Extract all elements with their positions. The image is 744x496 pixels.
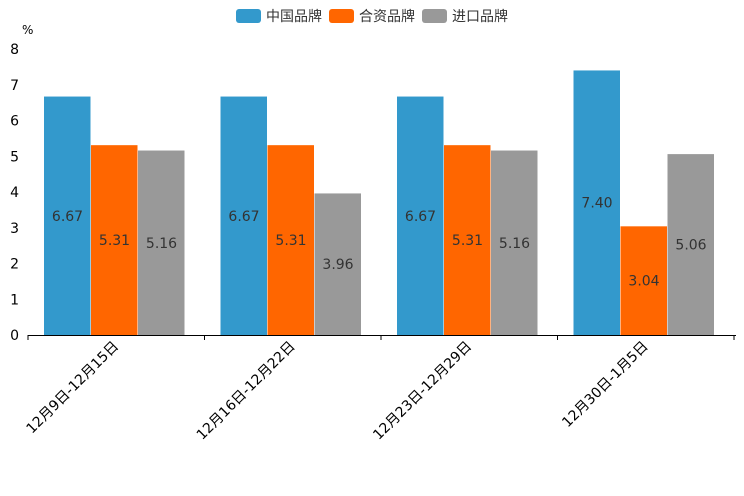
bar — [44, 96, 91, 335]
y-tick-label: 6 — [10, 114, 19, 130]
y-tick-label: 8 — [10, 42, 19, 58]
bar — [491, 150, 538, 335]
y-axis-unit-label: % — [22, 23, 33, 37]
bar — [573, 70, 620, 335]
x-category-label: 12月23日-12月29日 — [370, 339, 475, 444]
legend-item: 合资品牌 — [329, 8, 415, 25]
x-axis: 12月9日-12月15日 12月16日-12月22日 12月23日-12月29日 12… — [24, 335, 736, 443]
legend-label: 进口品牌 — [452, 8, 508, 25]
legend-label: 中国品牌 — [266, 8, 322, 25]
y-axis-ticks: 0 1 2 3 4 5 6 7 8 — [10, 42, 19, 344]
bar-value-label: 6.67 — [228, 209, 259, 225]
bar-value-label: 5.31 — [99, 233, 130, 249]
bar-value-label: 7.40 — [581, 196, 612, 212]
bars: 6.67 5.31 5.16 6.67 5.31 3.96 6.67 5.31 5.16 7.40… — [44, 70, 714, 335]
x-category-label: 12月16日-12月22日 — [194, 339, 299, 444]
y-tick-label: 3 — [10, 221, 19, 237]
bar — [314, 193, 361, 335]
bar-value-label: 5.16 — [499, 236, 530, 252]
legend-swatch — [422, 9, 447, 23]
bar — [667, 154, 714, 335]
legend-swatch — [329, 9, 354, 23]
bar — [397, 96, 444, 335]
bar-value-label: 5.31 — [275, 233, 306, 249]
bar-value-label: 5.31 — [452, 233, 483, 249]
bar-value-label: 5.16 — [146, 236, 177, 252]
y-tick-label: 1 — [10, 292, 19, 308]
x-category-label: 12月9日-12月15日 — [24, 339, 123, 438]
x-category-label: 12月30日-1月5日 — [559, 339, 651, 431]
bar — [138, 150, 185, 335]
bar — [444, 145, 491, 335]
y-tick-label: 4 — [10, 185, 19, 201]
bar-value-label: 3.04 — [628, 274, 659, 290]
bar — [620, 226, 667, 335]
y-tick-label: 0 — [10, 328, 19, 344]
y-tick-label: 2 — [10, 257, 19, 273]
bar-value-label: 6.67 — [405, 209, 436, 225]
legend-item: 中国品牌 — [236, 8, 322, 25]
bar — [91, 145, 138, 335]
legend-label: 合资品牌 — [359, 8, 415, 25]
bar-value-label: 6.67 — [52, 209, 83, 225]
bar-value-label: 5.06 — [675, 238, 706, 254]
legend: 中国品牌 合资品牌 进口品牌 — [236, 8, 508, 25]
bar — [267, 145, 314, 335]
legend-swatch — [236, 9, 261, 23]
bar — [220, 96, 267, 335]
y-tick-label: 7 — [10, 78, 19, 94]
bar-value-label: 3.96 — [322, 257, 353, 273]
legend-item: 进口品牌 — [422, 8, 508, 25]
y-tick-label: 5 — [10, 149, 19, 165]
